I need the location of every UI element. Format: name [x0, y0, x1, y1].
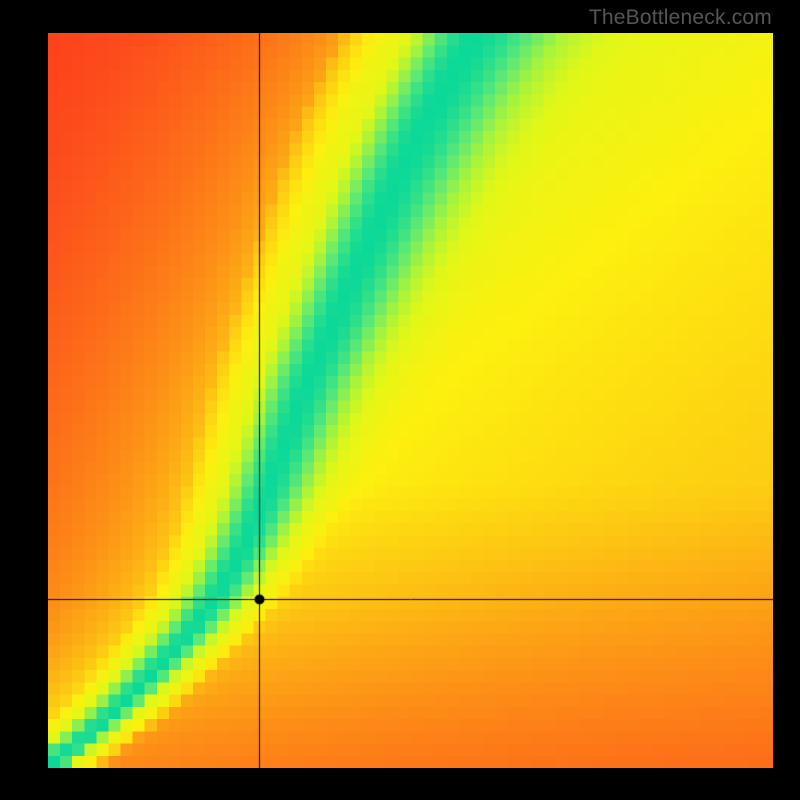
chart-container: TheBottleneck.com: [0, 0, 800, 800]
bottleneck-heatmap: [48, 33, 773, 768]
watermark-text: TheBottleneck.com: [589, 6, 772, 30]
